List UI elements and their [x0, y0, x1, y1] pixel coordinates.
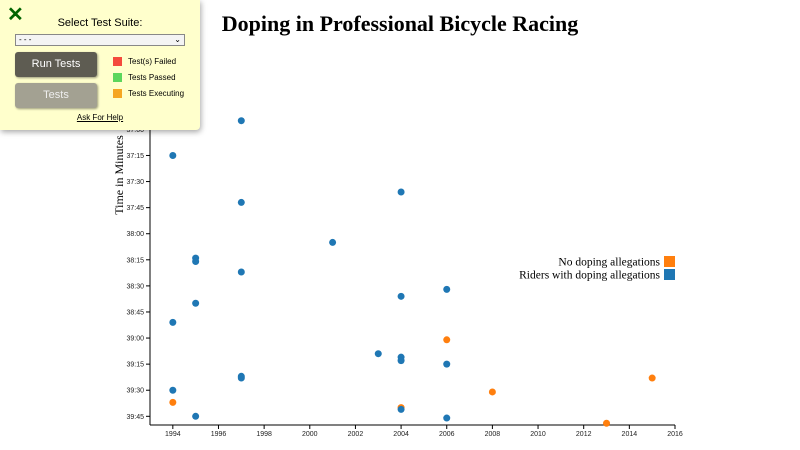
x-tick-label: 2004 [393, 431, 409, 438]
y-tick-label: 37:15 [126, 153, 144, 160]
data-point [169, 398, 177, 406]
data-point [192, 412, 200, 420]
data-point [237, 117, 245, 125]
failed-swatch [113, 57, 122, 67]
status-passed: Tests Passed [113, 73, 176, 83]
chart-title: Doping in Professional Bicycle Racing [221, 11, 579, 36]
y-tick-label: 39:00 [126, 336, 144, 343]
y-tick-label: 37:00 [126, 127, 144, 134]
y-tick-label: 38:45 [126, 309, 144, 316]
data-point [397, 405, 405, 413]
data-point [488, 388, 496, 396]
y-axis-label: Time in Minutes [112, 135, 126, 215]
data-point [397, 188, 405, 196]
y-tick-label: 38:00 [126, 231, 144, 238]
data-point [397, 357, 405, 365]
legend-swatch [664, 256, 675, 267]
select-value: - - - [19, 35, 32, 44]
y-tick-label: 39:45 [126, 414, 144, 421]
x-tick-label: 2002 [348, 431, 364, 438]
data-point [374, 350, 382, 358]
x-tick-label: 2012 [576, 431, 592, 438]
y-tick-label: 37:45 [126, 205, 144, 212]
test-suite-select[interactable]: - - - ⌄ [15, 34, 185, 46]
x-tick-label: 2008 [485, 431, 501, 438]
data-point [443, 414, 451, 422]
chevron-down-icon: ⌄ [174, 35, 181, 44]
x-tick-label: 1994 [165, 431, 181, 438]
data-point [169, 151, 177, 159]
y-tick-label: 37:30 [126, 179, 144, 186]
status-executing: Tests Executing [113, 89, 184, 99]
y-tick-label: 38:15 [126, 257, 144, 264]
data-point [237, 374, 245, 382]
tests-button[interactable]: Tests [15, 83, 97, 108]
data-point [443, 360, 451, 368]
y-tick-label: 39:30 [126, 388, 144, 395]
data-point [237, 268, 245, 276]
data-point [169, 318, 177, 326]
test-suite-panel: ✕ Select Test Suite: - - - ⌄ Run Tests Te… [0, 0, 200, 130]
x-tick-label: 2010 [530, 431, 546, 438]
ask-for-help-link[interactable]: Ask For Help [76, 113, 124, 122]
x-tick-label: 1998 [256, 431, 272, 438]
y-tick-label: 38:30 [126, 283, 144, 290]
run-tests-button[interactable]: Run Tests [15, 52, 97, 77]
data-point [397, 292, 405, 300]
status-failed: Test(s) Failed [113, 57, 176, 67]
data-point [192, 299, 200, 307]
data-point [329, 238, 337, 246]
x-tick-label: 1996 [211, 431, 227, 438]
x-tick-label: 2000 [302, 431, 318, 438]
x-tick-label: 2014 [622, 431, 638, 438]
legend-swatch [664, 269, 675, 280]
data-point [192, 258, 200, 266]
data-point [648, 374, 656, 382]
legend-label: No doping allegations [558, 257, 660, 269]
data-point [443, 285, 451, 293]
close-icon[interactable]: ✕ [7, 4, 24, 26]
data-point [443, 336, 451, 344]
y-tick-label: 39:15 [126, 362, 144, 369]
data-point [603, 419, 611, 427]
x-tick-label: 2006 [439, 431, 455, 438]
legend-label: Riders with doping allegations [519, 270, 660, 282]
passed-swatch [113, 73, 122, 83]
executing-swatch [113, 89, 122, 99]
x-tick-label: 2016 [667, 431, 683, 438]
select-test-suite-label: Select Test Suite: [57, 17, 143, 29]
data-point [237, 198, 245, 206]
data-point [169, 386, 177, 394]
